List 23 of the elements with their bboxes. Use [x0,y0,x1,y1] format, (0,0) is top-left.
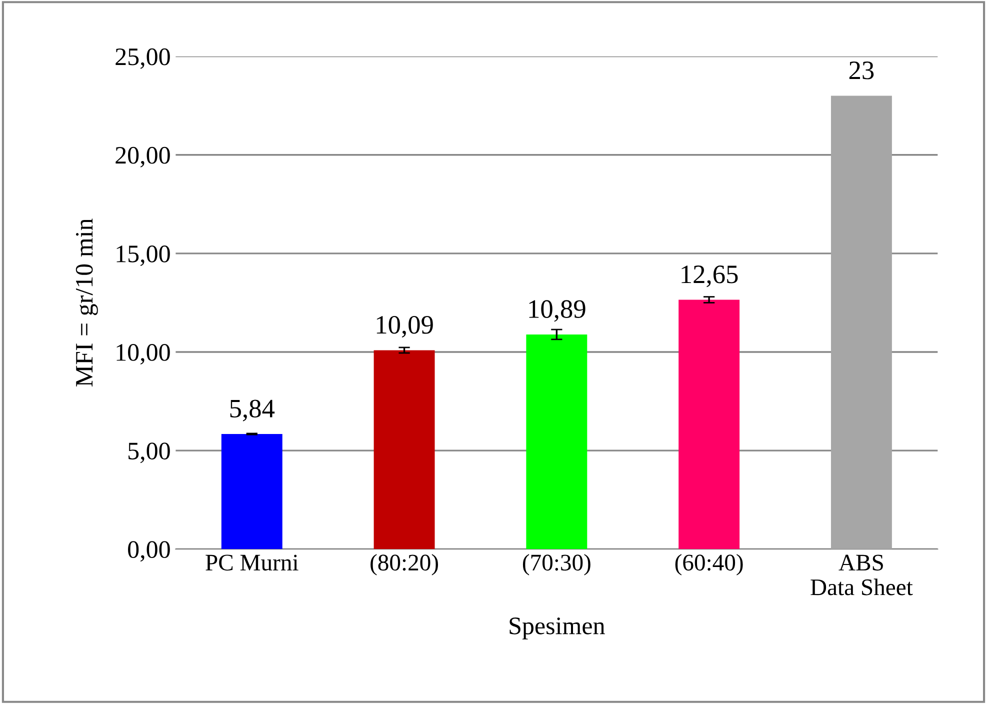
bar [374,350,435,550]
data-label: 12,65 [682,266,738,288]
y-tick-label: 25,00 [116,48,170,69]
x-tick-label: (70:30) [522,554,590,576]
y-axis-title: MFI = gr/10 min [76,218,98,386]
bar [678,300,740,550]
bar [830,96,892,550]
bar [221,434,282,550]
y-tick-label: 15,00 [116,245,170,266]
y-tick-label: 5,00 [128,442,170,464]
x-tick-label: PC Murni [206,554,298,571]
y-tick-label: 20,00 [116,146,170,168]
data-label: 5,84 [230,400,275,422]
data-label: 23 [849,62,874,80]
x-tick-label: (60:40) [675,554,743,576]
y-tick-label: 10,00 [116,344,170,365]
data-label: 10,09 [376,316,433,338]
bar [526,334,588,550]
x-axis-title: Spesimen [510,618,605,640]
x-tick-label: (80:20) [370,554,438,576]
x-tick-label: ABS Data Sheet [810,554,913,596]
y-tick-label: 0,00 [128,541,170,562]
data-label: 10,89 [529,300,586,322]
